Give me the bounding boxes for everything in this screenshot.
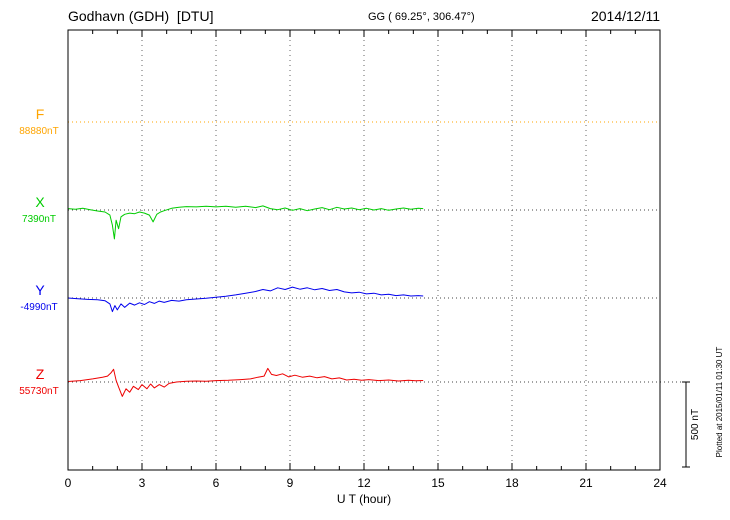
series-baseline-value-Y: -4990nT bbox=[20, 302, 57, 313]
x-tick-label: 3 bbox=[139, 476, 146, 490]
station-title: Godhavn (GDH) [DTU] bbox=[68, 8, 214, 24]
trace-Y bbox=[67, 286, 424, 313]
series-label-X: X bbox=[35, 194, 45, 210]
series-baseline-value-X: 7390nT bbox=[22, 214, 56, 225]
x-tick-label: 6 bbox=[213, 476, 220, 490]
x-tick-label: 9 bbox=[287, 476, 294, 490]
trace-Z bbox=[67, 367, 424, 397]
series-baseline-value-F: 88880nT bbox=[19, 126, 58, 137]
x-tick-label: 24 bbox=[653, 476, 667, 490]
x-tick-label: 0 bbox=[65, 476, 72, 490]
plot-border bbox=[67, 29, 661, 471]
x-axis-label: U T (hour) bbox=[337, 492, 391, 506]
scale-bar-label: 500 nT bbox=[690, 409, 701, 440]
plotted-at-note: Plotted at 2015/01/11 01:30 UT bbox=[715, 347, 724, 458]
x-tick-label: 18 bbox=[505, 476, 519, 490]
series-label-Y: Y bbox=[35, 282, 45, 298]
series-label-F: F bbox=[36, 106, 45, 122]
x-tick-label: 15 bbox=[431, 476, 445, 490]
series-baseline-value-Z: 55730nT bbox=[19, 386, 58, 397]
series-label-Z: Z bbox=[36, 366, 45, 382]
plot-date: 2014/12/11 bbox=[590, 8, 660, 24]
geographic-coords: GG ( 69.25°, 306.47°) bbox=[368, 11, 475, 23]
x-tick-label: 21 bbox=[579, 476, 593, 490]
trace-X bbox=[67, 205, 424, 240]
x-tick-label: 12 bbox=[357, 476, 371, 490]
